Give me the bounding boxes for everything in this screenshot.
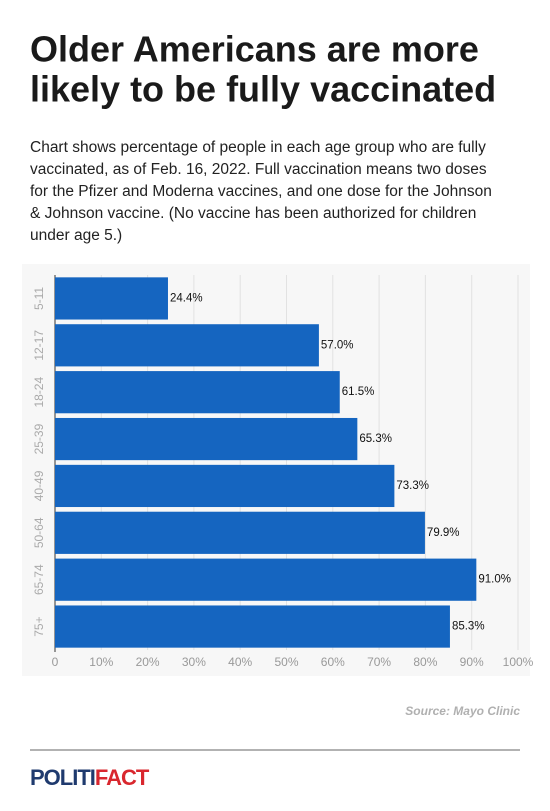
- y-tick-label: 18-24: [32, 377, 46, 408]
- bar: [55, 605, 450, 648]
- bar: [55, 464, 395, 508]
- chart-title: Older Americans are more: [30, 29, 479, 70]
- value-label: 61.5%: [342, 386, 375, 398]
- logo-part: FACT: [95, 765, 150, 790]
- x-tick-label: 20%: [136, 655, 160, 669]
- value-label: 24.4%: [170, 292, 203, 304]
- logo-part: POLITI: [30, 765, 95, 790]
- x-tick-label: 80%: [413, 655, 437, 669]
- y-tick-label: 5-11: [32, 287, 46, 310]
- y-tick-label: 65-74: [32, 564, 46, 595]
- y-tick-label: 40-49: [32, 470, 46, 501]
- y-tick-label: 75+: [32, 616, 46, 636]
- x-tick-label: 60%: [321, 655, 345, 669]
- subtitle: Chart shows percentage of people in each…: [30, 139, 486, 156]
- subtitle: & Johnson vaccine. (No vaccine has been …: [30, 205, 476, 222]
- y-tick-label: 50-64: [32, 517, 46, 548]
- subtitle: under age 5.): [30, 227, 122, 244]
- value-label: 73.3%: [396, 480, 429, 492]
- source: Source: Mayo Clinic: [405, 704, 520, 718]
- bar: [55, 511, 425, 554]
- x-tick-label: 100%: [503, 655, 534, 669]
- bar: [55, 324, 319, 367]
- y-tick-label: 12-17: [32, 330, 46, 361]
- value-label: 79.9%: [427, 527, 460, 539]
- bar: [55, 558, 477, 601]
- bar: [55, 371, 340, 414]
- x-tick-label: 30%: [182, 655, 206, 669]
- value-label: 57.0%: [321, 339, 354, 351]
- x-tick-label: 10%: [89, 655, 113, 669]
- value-label: 91.0%: [478, 574, 511, 586]
- value-label: 65.3%: [359, 433, 392, 445]
- value-label: 85.3%: [452, 621, 485, 633]
- subtitle: vaccinated, as of Feb. 16, 2022. Full va…: [30, 161, 487, 178]
- y-tick-label: 25-39: [32, 423, 46, 454]
- x-tick-label: 90%: [460, 655, 484, 669]
- x-tick-label: 0: [52, 655, 59, 669]
- logo: POLITIFACT: [30, 765, 150, 790]
- bar: [55, 417, 358, 461]
- bar: [55, 277, 168, 320]
- x-tick-label: 40%: [228, 655, 252, 669]
- chart-title: likely to be fully vaccinated: [30, 69, 496, 110]
- x-tick-label: 50%: [274, 655, 298, 669]
- subtitle: for the Pfizer and Moderna vaccines, and…: [30, 183, 492, 200]
- x-tick-label: 70%: [367, 655, 391, 669]
